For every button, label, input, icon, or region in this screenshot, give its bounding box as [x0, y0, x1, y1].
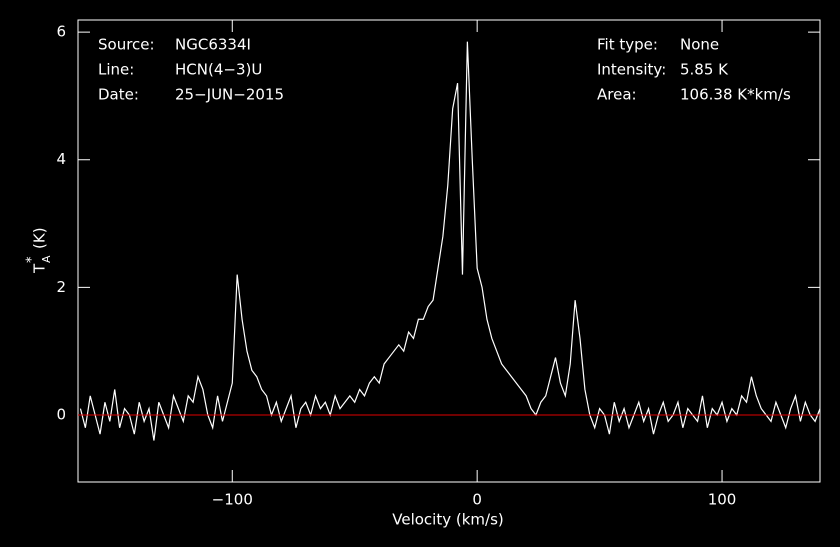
annotation-value: HCN(4−3)U: [175, 61, 262, 79]
y-label-subscript: A: [40, 255, 53, 263]
annotation-label: Date:: [98, 86, 139, 104]
y-tick-label: 2: [56, 278, 66, 296]
annotation-label: Area:: [597, 86, 637, 104]
annotation-label: Source:: [98, 36, 155, 54]
annotation-value: NGC6334I: [175, 36, 251, 54]
annotation-value: 5.85 K: [680, 61, 729, 79]
annotation-label: Intensity:: [597, 61, 666, 79]
y-label-symbol: T: [31, 263, 49, 274]
spectrum-line: [79, 41, 821, 441]
y-tick-label: 6: [56, 23, 66, 41]
y-tick-label: 0: [56, 405, 66, 423]
y-label-unit: (K): [31, 227, 49, 249]
annotation-value: 106.38 K*km/s: [680, 86, 791, 104]
annotation-value: None: [680, 36, 719, 54]
annotation-label: Fit type:: [597, 36, 658, 54]
annotation-value: 25−JUN−2015: [175, 86, 284, 104]
plot-frame: [77, 19, 821, 483]
y-label-superscript: *: [25, 256, 40, 263]
x-tick-label: 0: [472, 491, 482, 509]
y-tick-label: 4: [56, 150, 66, 168]
annotation-label: Line:: [98, 61, 134, 79]
x-axis-label: Velocity (km/s): [392, 511, 503, 529]
y-axis-label: T A * (K): [25, 227, 54, 274]
x-tick-label: −100: [212, 491, 253, 509]
x-tick-label: 100: [708, 491, 737, 509]
